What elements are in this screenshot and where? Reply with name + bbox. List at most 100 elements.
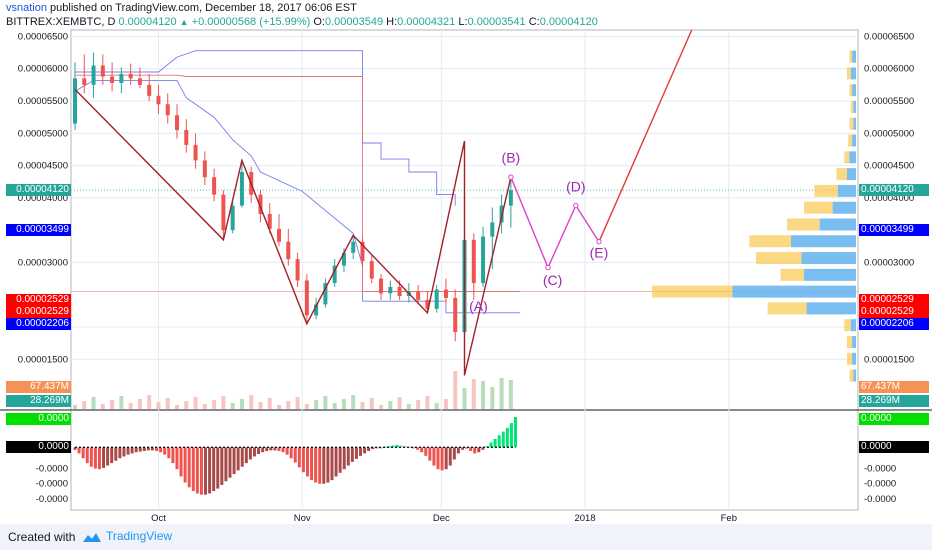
volume-bar bbox=[434, 403, 439, 409]
histogram-bar bbox=[293, 447, 297, 463]
candle-body bbox=[379, 278, 384, 294]
projection-point bbox=[573, 202, 579, 209]
histogram-bar bbox=[456, 447, 460, 454]
profile-bar-down bbox=[849, 369, 854, 382]
histogram-bar bbox=[497, 435, 501, 448]
histogram-bar bbox=[212, 447, 216, 492]
histogram-bar bbox=[187, 447, 191, 488]
candle-body bbox=[91, 65, 96, 85]
histogram-bar bbox=[354, 447, 358, 459]
profile-bar-up bbox=[806, 302, 856, 315]
candle-body bbox=[267, 214, 272, 229]
volume-tag-left: 28.269M bbox=[6, 395, 71, 407]
candle-body bbox=[286, 241, 291, 260]
histogram-bar bbox=[334, 447, 338, 477]
histogram-bar bbox=[420, 447, 424, 453]
candle-body bbox=[165, 104, 170, 116]
profile-bar-down bbox=[844, 151, 850, 164]
volume-bar bbox=[286, 401, 291, 409]
volume-bar bbox=[406, 404, 411, 409]
volume-bar bbox=[304, 404, 309, 409]
histogram-bar bbox=[183, 447, 187, 483]
high-value: 0.00004321 bbox=[397, 16, 456, 28]
candle-body bbox=[184, 130, 189, 145]
y-tick-label-left: 0.00005500 bbox=[18, 96, 68, 107]
volume-bar bbox=[82, 401, 87, 409]
histogram-bar bbox=[122, 447, 126, 457]
histogram-bar bbox=[269, 447, 273, 451]
histogram-bar bbox=[403, 446, 407, 448]
close-label: C: bbox=[528, 16, 540, 28]
price-tag-right: 0.00003499 bbox=[859, 224, 929, 237]
histogram-bar bbox=[318, 447, 322, 484]
osc-tick-label-left: -0.0000 bbox=[36, 464, 68, 475]
volume-bar bbox=[388, 401, 393, 409]
profile-bar-down bbox=[846, 67, 851, 80]
profile-bar-down bbox=[846, 335, 853, 348]
histogram-bar bbox=[228, 447, 232, 478]
candle-body bbox=[119, 73, 124, 83]
histogram-bar bbox=[489, 442, 493, 448]
y-tick-label-left: 0.00004500 bbox=[18, 161, 68, 172]
histogram-bar bbox=[285, 447, 289, 455]
histogram-bar bbox=[150, 447, 154, 451]
volume-bar bbox=[110, 400, 115, 409]
price-change: +0.00000568 (+15.99%) bbox=[191, 16, 311, 28]
candle-body bbox=[397, 286, 402, 296]
y-tick-label-left: 0.00004000 bbox=[18, 193, 68, 204]
profile-bar-down bbox=[849, 117, 854, 130]
profile-bar-down bbox=[780, 268, 804, 281]
profile-bar-down bbox=[804, 201, 833, 214]
histogram-bar bbox=[118, 447, 122, 459]
volume-bar bbox=[332, 403, 337, 409]
candle-body bbox=[100, 65, 105, 77]
histogram-bar bbox=[359, 447, 363, 456]
histogram-bar bbox=[146, 447, 150, 451]
volume-bars bbox=[73, 371, 513, 409]
candle-body bbox=[193, 144, 198, 161]
volume-bar bbox=[249, 395, 254, 409]
histogram-bar bbox=[159, 447, 163, 453]
histogram-bar bbox=[350, 447, 354, 462]
tradingview-brand[interactable]: TradingView bbox=[106, 529, 173, 543]
price-tag-left: 0.00002529 bbox=[6, 294, 71, 306]
y-tick-label-left: 0.00005000 bbox=[18, 128, 68, 139]
volume-bar bbox=[202, 404, 207, 409]
histogram-bar bbox=[460, 447, 464, 450]
candle-body bbox=[360, 241, 365, 262]
candle-body bbox=[156, 95, 161, 105]
stop-line-upper bbox=[75, 50, 456, 206]
author-link[interactable]: vsnation bbox=[6, 2, 47, 14]
histogram-bar bbox=[224, 447, 228, 482]
histogram-bar bbox=[387, 446, 391, 448]
profile-bar-down bbox=[849, 50, 853, 63]
projection-line bbox=[510, 176, 600, 270]
elliott-wave-line bbox=[74, 88, 512, 376]
volume-bar bbox=[91, 397, 96, 409]
volume-bar bbox=[258, 402, 263, 409]
histogram-bar bbox=[477, 447, 481, 453]
histogram-bar bbox=[110, 447, 114, 464]
histogram-bar bbox=[261, 447, 265, 453]
y-tick-label-right: 0.00006000 bbox=[864, 64, 914, 75]
chart-canvas[interactable]: (A) (B) (C) (D) (E) 0.00006500 0.00006500 0.00… bbox=[0, 0, 932, 524]
volume-bar bbox=[156, 402, 161, 409]
volume-bar bbox=[221, 396, 226, 409]
volume-bar bbox=[100, 404, 105, 409]
histogram-bar bbox=[412, 447, 416, 449]
histogram-bar bbox=[93, 447, 97, 469]
histogram-bar bbox=[73, 447, 77, 450]
candle-body bbox=[351, 241, 356, 253]
volume-bar bbox=[277, 405, 282, 409]
histogram-bar bbox=[77, 447, 81, 454]
histogram-bar bbox=[448, 447, 452, 466]
candle-body bbox=[212, 177, 217, 195]
candle-body bbox=[481, 236, 486, 284]
volume-bar bbox=[212, 400, 217, 409]
x-tick-label: Dec bbox=[433, 513, 450, 524]
created-with-label: Created with bbox=[8, 530, 76, 544]
chart-header: vsnation published on TradingView.com, D… bbox=[4, 0, 924, 30]
histogram-bar bbox=[175, 447, 179, 470]
histogram-bar bbox=[469, 447, 473, 451]
histogram-bar bbox=[244, 447, 248, 464]
